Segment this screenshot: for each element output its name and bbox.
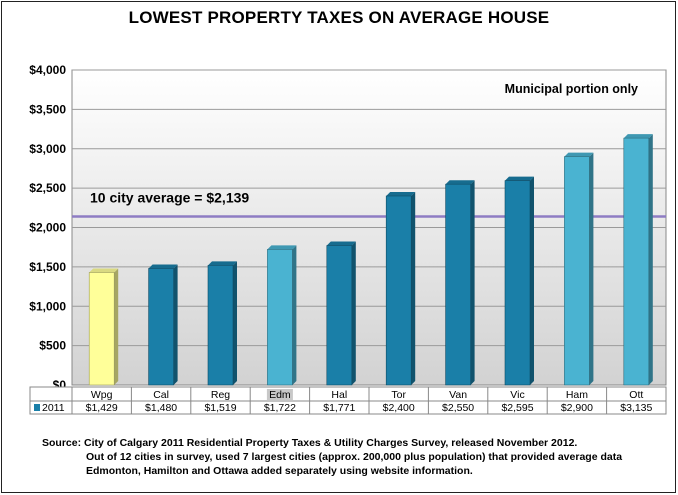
bar-top bbox=[623, 134, 653, 139]
y-tick-label: $4,000 bbox=[29, 63, 66, 77]
bar bbox=[267, 249, 293, 386]
source-note: Source: City of Calgary 2011 Residential… bbox=[42, 436, 662, 478]
category-label: Vic bbox=[510, 389, 524, 401]
bar-top bbox=[267, 245, 297, 250]
bar bbox=[385, 195, 412, 386]
value-label: $2,900 bbox=[561, 402, 593, 414]
bar-top bbox=[386, 192, 416, 196]
bar-top bbox=[148, 264, 178, 269]
chart-title: LOWEST PROPERTY TAXES ON AVERAGE HOUSE bbox=[128, 8, 550, 27]
value-label: $2,400 bbox=[383, 402, 415, 414]
bar-side bbox=[589, 152, 594, 385]
bar-top bbox=[445, 180, 475, 185]
bar-top bbox=[208, 261, 237, 266]
bar-side bbox=[530, 176, 534, 385]
bar bbox=[88, 272, 115, 386]
legend-swatch bbox=[34, 404, 40, 411]
bar-top bbox=[505, 176, 534, 181]
value-label: $1,722 bbox=[264, 402, 296, 414]
y-tick-label: $1,500 bbox=[29, 260, 66, 274]
bar-top bbox=[564, 152, 594, 157]
bar-side bbox=[351, 241, 356, 385]
average-label: 10 city average = $2,139 bbox=[90, 190, 249, 206]
bar bbox=[623, 137, 650, 386]
value-label: $1,519 bbox=[204, 402, 236, 414]
bar-side bbox=[114, 268, 119, 385]
category-highlight bbox=[266, 389, 293, 400]
bar bbox=[326, 245, 353, 386]
bar-side bbox=[233, 261, 237, 385]
legend-label: 2011 bbox=[42, 402, 65, 414]
bar-side bbox=[292, 245, 297, 385]
bar-side bbox=[470, 180, 475, 385]
value-label: $3,135 bbox=[620, 402, 652, 414]
category-label: Van bbox=[449, 389, 467, 401]
category-label: Reg bbox=[211, 389, 230, 401]
bar-side bbox=[173, 264, 178, 385]
value-label: $1,429 bbox=[86, 402, 118, 414]
category-label: Edm bbox=[269, 389, 291, 401]
bar bbox=[207, 265, 234, 386]
annotation-text: Municipal portion only bbox=[505, 82, 638, 96]
bar-top bbox=[326, 241, 356, 246]
y-tick-label: $3,000 bbox=[29, 142, 66, 156]
bar-chart: $0$500$1,000$1,500$2,000$2,500$3,000$3,5… bbox=[29, 63, 667, 415]
source-line-1: Source: City of Calgary 2011 Residential… bbox=[42, 437, 578, 449]
bar bbox=[564, 156, 590, 386]
bar-side bbox=[648, 134, 653, 385]
category-label: Wpg bbox=[91, 389, 113, 401]
category-label: Cal bbox=[153, 389, 169, 401]
y-tick-label: $2,500 bbox=[29, 181, 66, 195]
category-label: Ham bbox=[566, 389, 588, 401]
category-label: Tor bbox=[391, 389, 406, 401]
y-tick-label: $2,000 bbox=[29, 221, 66, 235]
source-line-2: Out of 12 cities in survey, used 7 large… bbox=[86, 451, 623, 463]
value-label: $2,595 bbox=[501, 402, 533, 414]
bar-top bbox=[89, 268, 119, 273]
category-label: Ott bbox=[629, 389, 643, 401]
value-label: $2,550 bbox=[442, 402, 474, 414]
bar bbox=[445, 183, 471, 386]
bar-side bbox=[411, 192, 416, 385]
source-line-3: Edmonton, Hamilton and Ottawa added sepa… bbox=[86, 465, 473, 477]
bar bbox=[148, 268, 174, 386]
value-label: $1,480 bbox=[145, 402, 177, 414]
value-label: $1,771 bbox=[323, 402, 355, 414]
y-tick-label: $500 bbox=[39, 339, 66, 353]
y-tick-label: $1,000 bbox=[29, 299, 66, 313]
y-tick-label: $3,500 bbox=[29, 102, 66, 116]
bar bbox=[504, 180, 531, 386]
category-label: Hal bbox=[331, 389, 347, 401]
